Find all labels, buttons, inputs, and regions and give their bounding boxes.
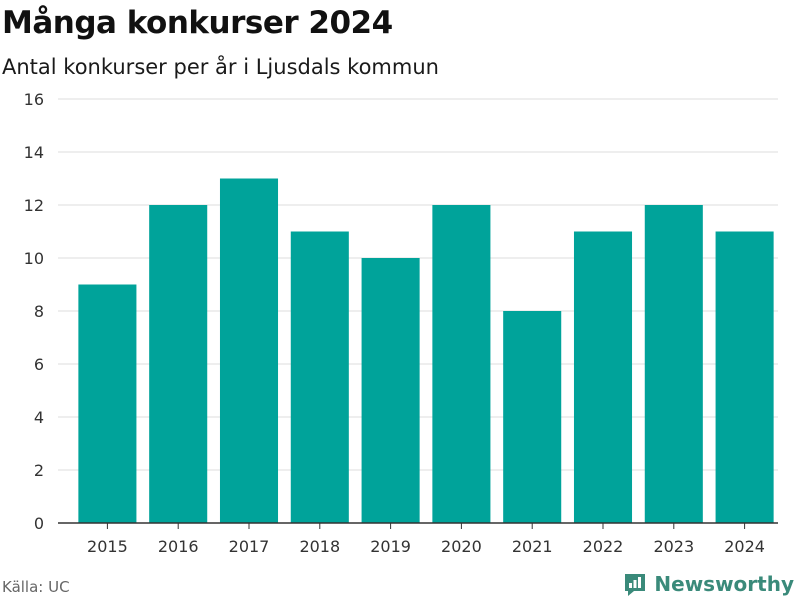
brand-logo: Newsworthy bbox=[622, 568, 794, 600]
bar-2019 bbox=[361, 258, 420, 523]
x-tick-label: 2018 bbox=[299, 537, 340, 556]
bars bbox=[78, 178, 774, 523]
chart-title: Många konkurser 2024 bbox=[2, 5, 393, 41]
y-tick-label: 10 bbox=[24, 249, 44, 268]
bar-2024 bbox=[715, 231, 774, 523]
source-note: Källa: UC bbox=[2, 578, 70, 596]
y-axis-ticks: 0 2 4 6 8 10 12 14 16 bbox=[24, 90, 44, 533]
x-tick-label: 2024 bbox=[724, 537, 765, 556]
y-tick-label: 6 bbox=[34, 355, 44, 374]
x-tick-label: 2020 bbox=[441, 537, 482, 556]
x-tick-label: 2022 bbox=[583, 537, 624, 556]
bar-2023 bbox=[644, 205, 703, 523]
y-tick-label: 14 bbox=[24, 143, 44, 162]
y-tick-label: 8 bbox=[34, 302, 44, 321]
y-tick-label: 12 bbox=[24, 196, 44, 215]
y-tick-label: 2 bbox=[34, 461, 44, 480]
x-axis-ticks: 2015 2016 2017 2018 2019 2020 2021 2022 2023 2024 bbox=[87, 523, 765, 556]
x-tick-label: 2015 bbox=[87, 537, 128, 556]
bar-2021 bbox=[503, 311, 562, 523]
bar-2018 bbox=[290, 231, 349, 523]
y-tick-label: 16 bbox=[24, 90, 44, 109]
newsworthy-logo-icon bbox=[625, 574, 646, 596]
y-tick-label: 0 bbox=[34, 514, 44, 533]
chart-subtitle: Antal konkurser per år i Ljusdals kommun bbox=[2, 55, 439, 79]
bar-2020 bbox=[432, 205, 491, 523]
x-tick-label: 2021 bbox=[512, 537, 553, 556]
bar-2022 bbox=[573, 231, 633, 523]
x-tick-label: 2017 bbox=[229, 537, 270, 556]
x-tick-label: 2016 bbox=[158, 537, 199, 556]
brand-name: Newsworthy bbox=[654, 572, 794, 596]
bar-2015 bbox=[78, 284, 137, 523]
x-tick-label: 2019 bbox=[370, 537, 411, 556]
y-tick-label: 4 bbox=[34, 408, 44, 427]
x-tick-label: 2023 bbox=[653, 537, 694, 556]
bar-2017 bbox=[219, 178, 279, 523]
bar-2016 bbox=[149, 205, 208, 523]
